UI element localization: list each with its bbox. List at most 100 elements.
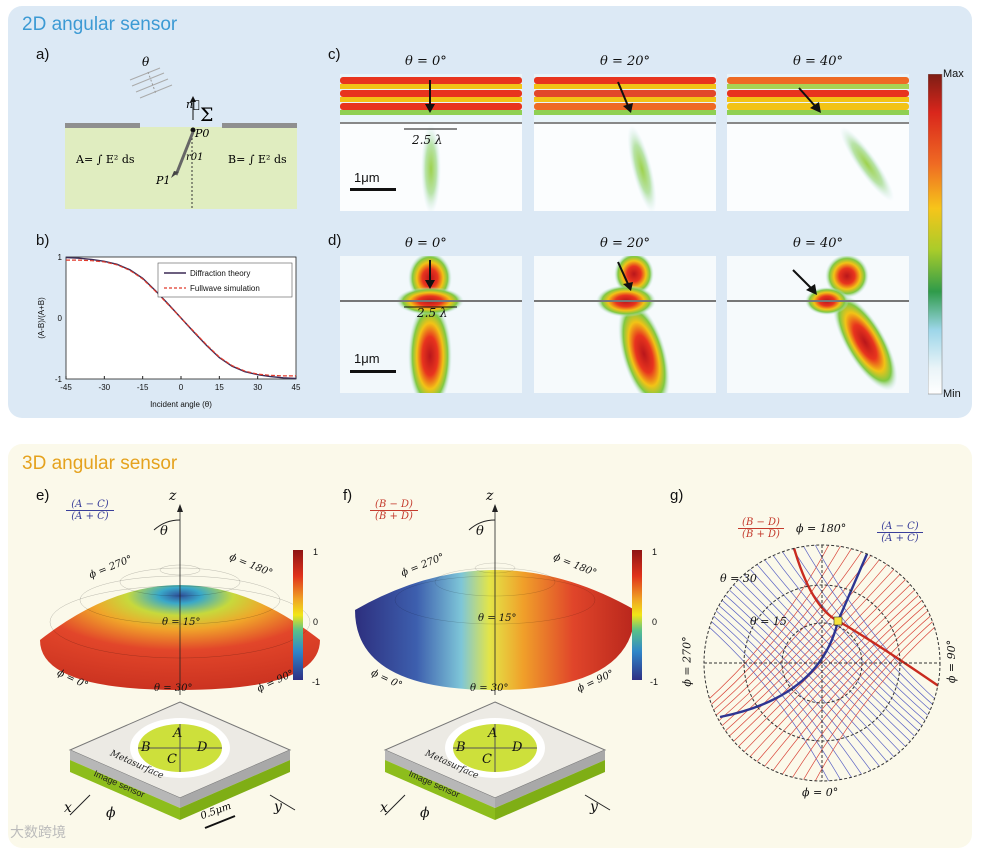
phi180-g: ϕ = 180° xyxy=(796,522,847,535)
quad-d-f: D xyxy=(512,740,523,755)
phi270-g: ϕ = 270° xyxy=(680,636,694,687)
panel-letter-e: e) xyxy=(36,487,50,504)
ac-contour-0 xyxy=(704,545,836,781)
colorbar-f xyxy=(632,550,642,680)
colorbar-max: Max xyxy=(943,68,964,80)
bd-contour-17 xyxy=(795,545,940,781)
theta15-g: θ = 15 xyxy=(750,615,787,628)
field-map-d-0 xyxy=(340,256,522,393)
panel-letter-g: g) xyxy=(670,487,684,504)
x-tick-3: 0 xyxy=(179,383,184,392)
integral-a-label: A= ∫ E² ds xyxy=(76,153,135,166)
cbar-e-0: 0 xyxy=(313,617,319,627)
panel-a-diagram xyxy=(65,67,297,209)
p1-label: P1 xyxy=(156,174,171,187)
legend-g-bd: (B − D) (B + D) xyxy=(738,517,784,540)
sensor-chip xyxy=(68,701,292,820)
bd-contour-18 xyxy=(808,545,940,781)
bd-contour-13 xyxy=(743,545,940,781)
ratio-e: (A − C) (A + C) xyxy=(66,499,114,522)
ac-contour-4 xyxy=(704,545,888,781)
angle-label-c0: θ = 0° xyxy=(405,54,447,69)
legend-theory: Diffraction theory xyxy=(190,269,250,278)
watermark: 大数跨境 xyxy=(10,824,66,840)
legend-g-ac-den: (A + C) xyxy=(881,533,919,544)
angle-label-d20: θ = 20° xyxy=(600,236,651,251)
y-tick-1: 0 xyxy=(58,314,63,323)
width-label-d: 2.5 λ xyxy=(417,306,448,320)
section-title-3d: 3D angular sensor xyxy=(22,453,178,474)
quad-b-f: B xyxy=(456,740,466,755)
normal-arrowhead xyxy=(190,96,196,102)
y-tick-2: -1 xyxy=(55,375,63,384)
theta-label-a: θ xyxy=(142,55,150,69)
ac-contour-3 xyxy=(704,545,875,781)
panel-letter-c: c) xyxy=(328,46,341,63)
panel-g-polar xyxy=(703,544,941,782)
field-map-d-40 xyxy=(727,256,909,393)
intersection-marker xyxy=(833,616,843,626)
sigma-label: Σ xyxy=(200,104,214,126)
y-label-e: y xyxy=(274,799,282,815)
colorbar-min: Min xyxy=(943,388,961,400)
x-tick-2: -15 xyxy=(137,383,149,392)
chart-legend-box xyxy=(157,262,293,298)
quad-a-f: A xyxy=(488,726,498,741)
incident-wavefronts xyxy=(129,67,173,99)
phi-label-e: ϕ xyxy=(106,805,116,821)
r01-arrowhead xyxy=(171,171,179,178)
bd-contour-6 xyxy=(704,545,914,781)
ac-contour-15 xyxy=(769,545,940,781)
quad-a-e: A xyxy=(173,726,183,741)
quad-d-e: D xyxy=(197,740,208,755)
legend-g-bd-num: (B − D) xyxy=(738,517,784,529)
legend-g-bd-den: (B + D) xyxy=(742,529,780,540)
legend-g-ac: (A − C) (A + C) xyxy=(877,521,923,544)
phi0-g: ϕ = 0° xyxy=(802,786,839,799)
sensor-chip-f xyxy=(383,701,607,820)
phi-label-f: ϕ xyxy=(420,805,430,821)
colorbar-field xyxy=(928,74,943,395)
ac-contour-14 xyxy=(756,545,940,781)
cbar-f-0: 0 xyxy=(652,617,658,627)
theta-label-f: θ xyxy=(476,524,484,539)
ac-contour-13 xyxy=(743,545,940,781)
metal-right xyxy=(222,123,297,128)
panel-letter-b: b) xyxy=(36,232,50,249)
panel-letter-d: d) xyxy=(328,232,342,249)
z-label-e: z xyxy=(169,488,177,504)
panel-letter-f: f) xyxy=(343,487,353,504)
theta15-e: θ = 15° xyxy=(162,617,201,628)
x-tick-0: -45 xyxy=(60,383,72,392)
x-label-e: x xyxy=(64,800,72,816)
substrate xyxy=(65,127,297,209)
bd-contour-1 xyxy=(704,545,849,781)
y-label-f: y xyxy=(590,799,598,815)
field-map-d-20 xyxy=(534,256,716,393)
theta-label-e: θ xyxy=(160,524,168,539)
bd-contour-2 xyxy=(704,545,862,781)
quad-c-e: C xyxy=(167,752,177,767)
ratio-f-den: (B + D) xyxy=(375,511,413,522)
angle-label-d0: θ = 0° xyxy=(405,236,447,251)
bd-contour-15 xyxy=(769,545,940,781)
normal-label: n⃗ xyxy=(186,98,200,111)
ratio-e-den: (A + C) xyxy=(71,511,109,522)
ac-contour-12 xyxy=(730,545,940,781)
x-tick-5: 30 xyxy=(253,383,262,392)
z-label-f: z xyxy=(486,488,494,504)
ac-contour-7 xyxy=(704,545,927,781)
ratio-e-num: (A − C) xyxy=(66,499,114,511)
theta15-f: θ = 15° xyxy=(478,613,517,624)
ac-contour-16 xyxy=(782,545,940,781)
bd-contour-16 xyxy=(782,545,940,781)
bd-contour-5 xyxy=(704,545,901,781)
cbar-e-m1: -1 xyxy=(312,677,321,687)
angle-label-c20: θ = 20° xyxy=(600,54,651,69)
y-tick-0: 1 xyxy=(58,253,63,262)
phi90-g: ϕ = 90° xyxy=(945,639,959,684)
integral-b-label: B= ∫ E² ds xyxy=(228,153,287,166)
ratio-f-num: (B − D) xyxy=(370,499,418,511)
bd-contour-0 xyxy=(704,545,836,781)
